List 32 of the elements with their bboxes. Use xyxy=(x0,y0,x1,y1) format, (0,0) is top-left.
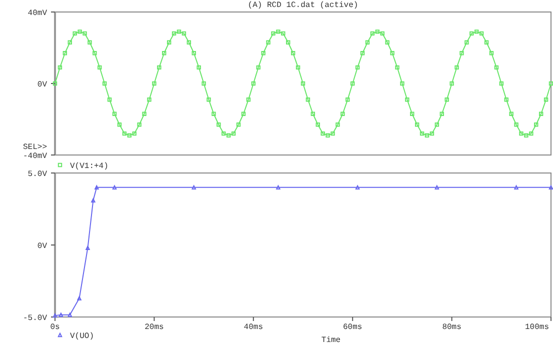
line-series xyxy=(52,185,553,318)
point xyxy=(77,296,82,300)
chart-title: (A) RCD 1C.dat (active) xyxy=(248,1,358,10)
y-tick-label: 40mV xyxy=(28,9,48,18)
point xyxy=(548,185,553,190)
y-tick-label: 5.0V xyxy=(28,170,48,179)
x-tick-label: 60ms xyxy=(343,323,362,332)
point xyxy=(94,185,99,190)
x-tick-label: 0s xyxy=(50,323,60,332)
x-tick-label: 40ms xyxy=(244,323,264,332)
point xyxy=(52,313,58,318)
point xyxy=(514,185,518,190)
point xyxy=(91,198,96,202)
point xyxy=(68,312,72,317)
y-tick-label: -5.0V xyxy=(22,314,48,323)
legend-label: V(V1:+4) xyxy=(70,162,108,171)
point xyxy=(276,185,280,190)
point xyxy=(58,312,64,317)
point xyxy=(192,185,196,190)
legend-label: V(UO) xyxy=(70,332,94,341)
y-tick-label: 0V xyxy=(37,80,48,90)
x-tick-label: 20ms xyxy=(144,323,164,332)
point xyxy=(86,246,90,250)
y-tick-label: 0V xyxy=(37,242,48,251)
y-tick-label: -40mV xyxy=(22,152,48,161)
point xyxy=(112,185,117,190)
x-axis-title: Time xyxy=(321,336,341,344)
text: SEL>> xyxy=(22,143,48,152)
point xyxy=(355,185,360,190)
x-tick-label: 100ms xyxy=(524,323,550,332)
x-tick-label: 80ms xyxy=(442,323,462,332)
point xyxy=(434,185,440,190)
